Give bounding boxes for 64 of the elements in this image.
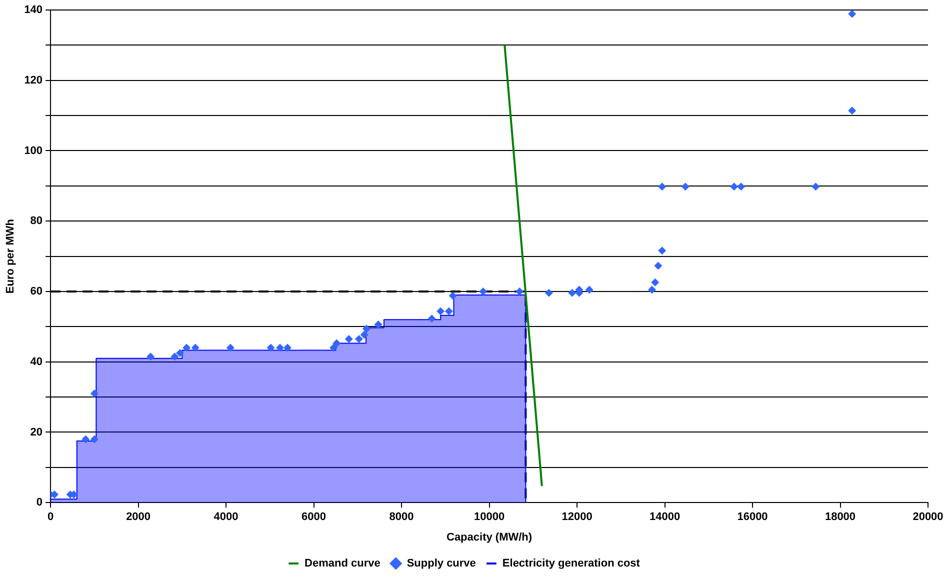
x-tick-label: 16000 (737, 511, 768, 524)
point (362, 324, 370, 333)
point (730, 182, 738, 191)
point (344, 334, 353, 343)
point (544, 288, 553, 297)
y-tick-label: 120 (24, 74, 43, 86)
point (848, 10, 856, 18)
point (654, 262, 662, 270)
point (585, 286, 594, 294)
x-tick-label: 10000 (474, 511, 505, 524)
point (90, 435, 98, 444)
x-tick-label: 18000 (824, 511, 856, 524)
point (226, 344, 234, 352)
point (170, 352, 179, 361)
point (354, 334, 363, 343)
x-tick-label: 2000 (126, 511, 151, 524)
y-tick-label: 20 (30, 426, 43, 438)
point (283, 344, 292, 352)
point (191, 344, 200, 352)
x-tick-label: 4000 (214, 511, 238, 524)
point (448, 292, 457, 300)
point (182, 344, 191, 352)
x-tick-label: 20000 (912, 511, 944, 524)
point (50, 490, 58, 499)
x-tick-label: 8000 (389, 511, 414, 524)
point (681, 182, 690, 191)
legend-label: Electricity generation cost (502, 558, 640, 570)
y-tick-label: 80 (30, 215, 43, 228)
point (568, 288, 576, 297)
point (812, 182, 820, 191)
y-tick-label: 0 (36, 496, 43, 509)
point (428, 314, 436, 323)
point (176, 349, 184, 358)
y-tick-label: 40 (30, 356, 43, 368)
x-axis-title: Capacity (MW/h) (446, 531, 532, 544)
point (848, 106, 856, 115)
point (276, 344, 284, 352)
y-tick-label: 60 (30, 286, 43, 298)
point (360, 330, 368, 339)
point (444, 307, 453, 316)
point (516, 287, 524, 296)
x-tick-label: 0 (47, 511, 54, 524)
point (330, 344, 338, 352)
point (648, 286, 656, 294)
point (479, 287, 488, 296)
point (436, 307, 445, 316)
y-tick-label: 100 (24, 144, 43, 157)
point (332, 339, 341, 348)
legend-label: Demand curve (304, 558, 380, 570)
point (374, 320, 382, 329)
x-tick-label: 6000 (302, 511, 326, 524)
point (658, 182, 666, 191)
point (651, 278, 660, 286)
legend-label: Supply curve (406, 558, 476, 570)
x-tick-label: 14000 (649, 511, 680, 524)
y-tick-label: 140 (24, 4, 43, 16)
point (658, 246, 666, 255)
point (82, 435, 90, 444)
point (146, 352, 155, 361)
y-axis-title: Euro per MWh (4, 218, 17, 294)
point (90, 390, 98, 398)
point (737, 182, 746, 191)
point (266, 344, 275, 352)
x-tick-label: 12000 (562, 511, 592, 524)
